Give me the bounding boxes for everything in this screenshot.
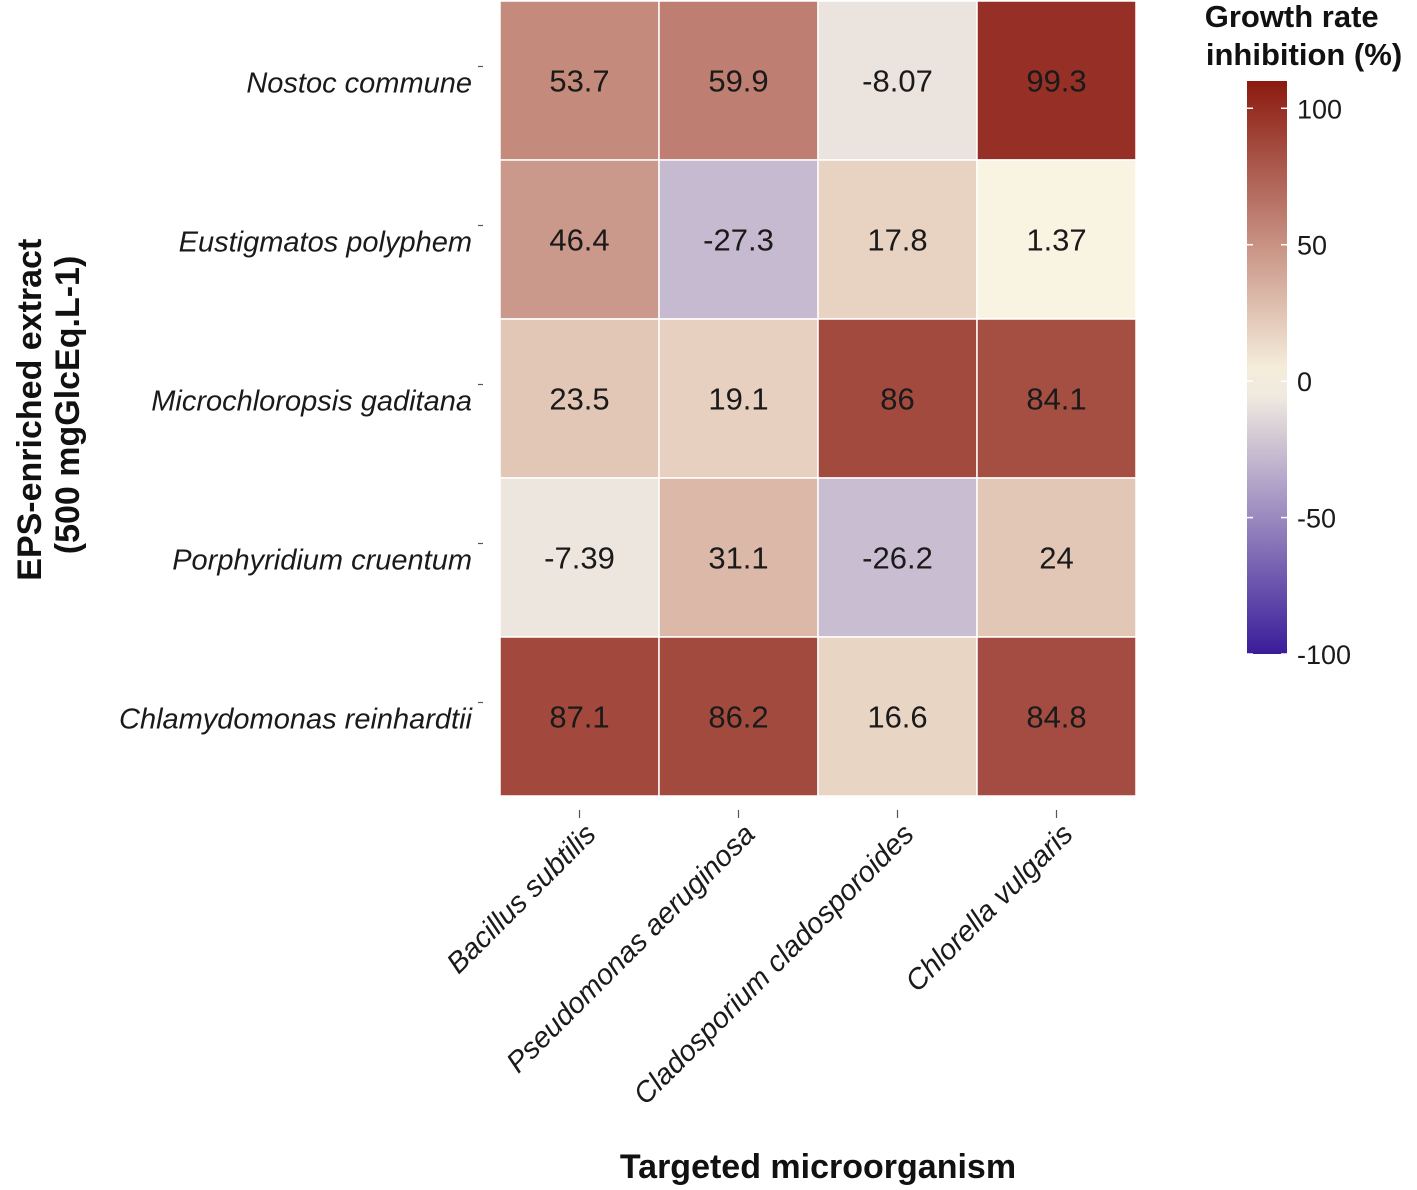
- x-tick-label: Chlorella vulgaris: [900, 818, 1080, 998]
- heatmap-cell: [817, 636, 978, 797]
- y-axis-title: EPS-enriched extract (500 mgGlcEq.L-1): [11, 229, 87, 580]
- cell-value-label: 59.9: [708, 64, 768, 99]
- cell-value-label: 24: [1039, 541, 1073, 576]
- y-tick-label: Chlamydomonas reinhardtii: [119, 704, 474, 736]
- cell-value-label: 19.1: [708, 382, 768, 417]
- legend-tick-label: 0: [1297, 367, 1312, 397]
- y-axis-title-line-1: EPS-enriched extract: [11, 239, 49, 581]
- legend-color-bar: [1247, 81, 1287, 654]
- cell-value-label: -26.2: [862, 541, 933, 576]
- cell-value-label: 16.6: [867, 700, 927, 735]
- heatmap-cells: 53.7 59.9 -8.07 99.3 46.4 -27.3 17.8 1.37 23.5 19…: [499, 0, 1137, 797]
- heatmap-cell: [976, 636, 1137, 797]
- heatmap-cell: [658, 159, 819, 320]
- y-tick-label: Porphyridium cruentum: [172, 545, 472, 577]
- y-axis-tick-labels: Nostoc commune Eustigmatos polyphem Microc…: [119, 65, 483, 736]
- cell-value-label: 46.4: [549, 223, 609, 258]
- heatmap-cell: [658, 636, 819, 797]
- y-tick-label: Microchloropsis gaditana: [151, 386, 472, 418]
- heatmap-cell: [976, 318, 1137, 479]
- heatmap-cell: [976, 477, 1137, 638]
- heatmap-cell: [817, 0, 978, 161]
- cell-value-label: 84.8: [1026, 700, 1086, 735]
- heatmap-cell: [499, 477, 660, 638]
- heatmap-cell: [658, 477, 819, 638]
- cell-value-label: 86: [880, 382, 914, 417]
- heatmap-cell: [976, 159, 1137, 320]
- cell-value-label: 86.2: [708, 700, 768, 735]
- color-legend: Growth rate inhibition (%) 100 50 0 -50 -100: [1205, 0, 1402, 670]
- x-tick-label: Bacillus subtilis: [441, 818, 603, 980]
- heatmap-cell: [817, 477, 978, 638]
- cell-value-label: 31.1: [708, 541, 768, 576]
- heatmap-cell: [499, 636, 660, 797]
- cell-value-label: 17.8: [867, 223, 927, 258]
- x-tick-label: Cladosporium cladosporoides: [628, 818, 921, 1111]
- y-tick-label: Eustigmatos polyphem: [179, 227, 472, 259]
- legend-title-line-2: inhibition (%): [1206, 37, 1402, 72]
- cell-value-label: 87.1: [549, 700, 609, 735]
- legend-tick-label: 50: [1297, 231, 1327, 261]
- cell-value-label: -8.07: [862, 64, 933, 99]
- y-axis-title-line-2: (500 mgGlcEq.L-1): [49, 256, 87, 555]
- y-tick-label: Nostoc commune: [246, 68, 472, 100]
- cell-value-label: 1.37: [1026, 223, 1086, 258]
- legend-title-line-1: Growth rate: [1205, 0, 1379, 34]
- legend-title: Growth rate inhibition (%): [1205, 0, 1402, 72]
- cell-value-label: 23.5: [549, 382, 609, 417]
- heatmap-cell: [976, 0, 1137, 161]
- heatmap-cell: [658, 0, 819, 161]
- legend-ticks: 100 50 0 -50 -100: [1247, 94, 1351, 670]
- legend-tick-label: -100: [1297, 640, 1351, 670]
- cell-value-label: -7.39: [544, 541, 615, 576]
- cell-value-label: 53.7: [549, 64, 609, 99]
- cell-value-label: 99.3: [1026, 64, 1086, 99]
- legend-tick-label: -50: [1297, 504, 1336, 534]
- heatmap-cell: [499, 0, 660, 161]
- heatmap-cell: [658, 318, 819, 479]
- heatmap-cell: [499, 159, 660, 320]
- cell-value-label: 84.1: [1026, 382, 1086, 417]
- cell-value-label: -27.3: [703, 223, 774, 258]
- legend-tick-label: 100: [1297, 94, 1342, 124]
- x-axis-title: Targeted microorganism: [620, 1148, 1016, 1186]
